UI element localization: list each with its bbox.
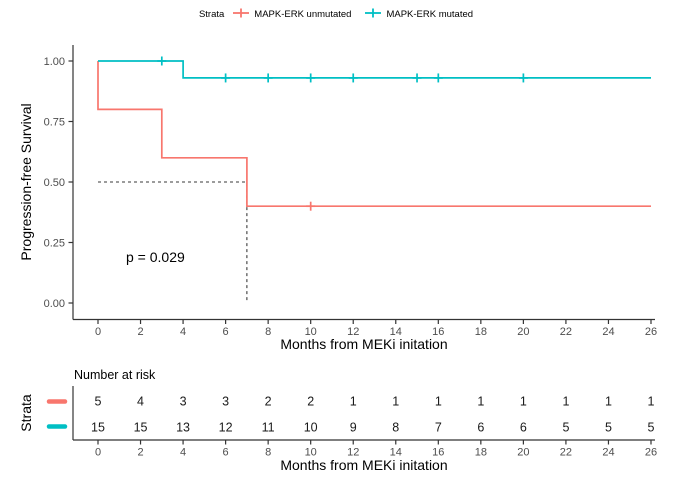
legend-key-mutated — [363, 6, 383, 23]
legend-label-mutated: MAPK-ERK mutated — [386, 8, 474, 20]
risk-axis-tick-label: 0 — [95, 447, 101, 459]
risk-axis-tick-label: 4 — [180, 447, 186, 459]
legend-title: Strata — [198, 8, 225, 20]
risk-count: 9 — [350, 421, 357, 435]
risk-count: 1 — [562, 395, 569, 409]
risk-count: 6 — [520, 421, 527, 435]
x-axis-title: Months from MEKi initation — [280, 336, 447, 352]
risk-count: 1 — [605, 395, 612, 409]
risk-count: 15 — [91, 421, 105, 435]
risk-count: 1 — [350, 395, 357, 409]
censor-mark-mapk-erk-mutated — [412, 73, 422, 83]
x-axis-tick-label: 6 — [223, 326, 229, 338]
risk-count: 4 — [137, 395, 144, 409]
risk-count: 15 — [134, 421, 148, 435]
p-value-label: p = 0.029 — [126, 249, 185, 265]
x-axis-tick-label: 20 — [517, 326, 529, 338]
risk-x-axis-title: Months from MEKi initation — [280, 457, 447, 473]
risk-count: 1 — [392, 395, 399, 409]
risk-axis-tick-label: 6 — [223, 447, 229, 459]
x-axis-tick-label: 12 — [347, 326, 359, 338]
risk-axis-tick-label: 18 — [475, 447, 487, 459]
survival-plot-svg: 0.000.250.500.751.000 2 4 6 8 10 12 14 16 18 20 22 2… — [18, 45, 657, 352]
x-axis-tick-label: 2 — [137, 326, 143, 338]
x-axis-tick-label: 24 — [602, 326, 614, 338]
risk-count: 3 — [222, 395, 229, 409]
risk-count: 10 — [304, 421, 318, 435]
risk-count: 3 — [180, 395, 187, 409]
censor-mark-mapk-erk-mutated — [263, 73, 273, 83]
risk-table-title: Number at risk — [74, 368, 156, 382]
risk-count: 7 — [435, 421, 442, 435]
x-axis-tick-label: 26 — [645, 326, 657, 338]
risk-axis-tick-label: 26 — [645, 447, 657, 459]
risk-count: 12 — [219, 421, 233, 435]
legend: Strata MAPK-ERK unmutated MAPK-ERK mutat… — [0, 5, 684, 23]
censor-mark-mapk-erk-unmutated — [306, 201, 316, 211]
risk-axis-tick-label: 2 — [137, 447, 143, 459]
risk-count: 13 — [176, 421, 190, 435]
x-axis-tick-label: 8 — [265, 326, 271, 338]
censor-mark-mapk-erk-mutated — [157, 56, 167, 66]
y-axis-tick-label: 0.25 — [44, 237, 65, 249]
risk-table-svg: 5 4 3 3 2 2 1 1 1 1 1 1 1 115 15 13 12 11 10 9 8 7 6 6 5 5 50 2 4 6 8 1… — [18, 368, 657, 473]
x-axis-tick-label: 18 — [475, 326, 487, 338]
survival-curve-mapk-erk-mutated — [98, 60, 651, 79]
plus-icon — [233, 8, 250, 17]
risk-axis-tick-label: 22 — [560, 447, 572, 459]
x-axis-tick-label: 22 — [560, 326, 572, 338]
risk-axis-tick-label: 20 — [517, 447, 529, 459]
risk-count: 1 — [477, 395, 484, 409]
y-axis-tick-label: 0.75 — [44, 116, 65, 128]
risk-count: 1 — [520, 395, 527, 409]
y-axis-tick-label: 0.00 — [44, 298, 65, 310]
risk-axis-tick-label: 12 — [347, 447, 359, 459]
risk-axis-tick-label: 8 — [265, 447, 271, 459]
risk-table-content: 5 4 3 3 2 2 1 1 1 1 1 1 1 115 15 13 12 11 10 9 8 7 6 6 5 5 50 2 4 6 8 1… — [46, 386, 657, 459]
censor-mark-mapk-erk-mutated — [221, 73, 231, 83]
legend-label-unmutated: MAPK-ERK unmutated — [254, 8, 352, 20]
risk-strata-axis-title: Strata — [18, 394, 34, 432]
x-axis-tick-label: 4 — [180, 326, 186, 338]
risk-count: 5 — [95, 395, 102, 409]
risk-count: 5 — [605, 421, 612, 435]
legend-key-unmutated — [231, 6, 251, 23]
median-guide-dashed-line — [98, 181, 248, 303]
x-axis-tick-label: 14 — [390, 326, 402, 338]
x-axis-tick-label: 10 — [305, 326, 317, 338]
y-axis-title: Progression-free Survival — [18, 103, 34, 260]
risk-count: 11 — [262, 421, 275, 435]
plus-icon — [365, 8, 382, 17]
censor-mark-mapk-erk-mutated — [518, 73, 528, 83]
risk-axis-tick-label: 24 — [602, 447, 614, 459]
censor-mark-mapk-erk-mutated — [348, 73, 358, 83]
risk-count: 1 — [648, 395, 655, 409]
survival-plot-content: 0.000.250.500.751.000 2 4 6 8 10 12 14 16 18 20 22 2… — [44, 45, 657, 338]
survival-curve-mapk-erk-unmutated — [97, 61, 651, 208]
risk-count: 2 — [265, 395, 272, 409]
y-axis-tick-label: 1.00 — [44, 56, 65, 68]
risk-axis-tick-label: 10 — [305, 447, 317, 459]
risk-count: 1 — [435, 395, 442, 409]
censor-mark-mapk-erk-mutated — [433, 73, 443, 83]
x-axis-tick-label: 0 — [95, 326, 101, 338]
censor-mark-mapk-erk-mutated — [306, 73, 316, 83]
risk-count: 8 — [392, 421, 399, 435]
risk-count: 5 — [648, 421, 655, 435]
risk-count: 5 — [562, 421, 569, 435]
risk-count: 2 — [307, 395, 314, 409]
risk-axis-tick-label: 14 — [390, 447, 402, 459]
x-axis-tick-label: 16 — [432, 326, 444, 338]
risk-axis-tick-label: 16 — [432, 447, 444, 459]
risk-count: 6 — [477, 421, 484, 435]
y-axis-tick-label: 0.50 — [44, 177, 65, 189]
